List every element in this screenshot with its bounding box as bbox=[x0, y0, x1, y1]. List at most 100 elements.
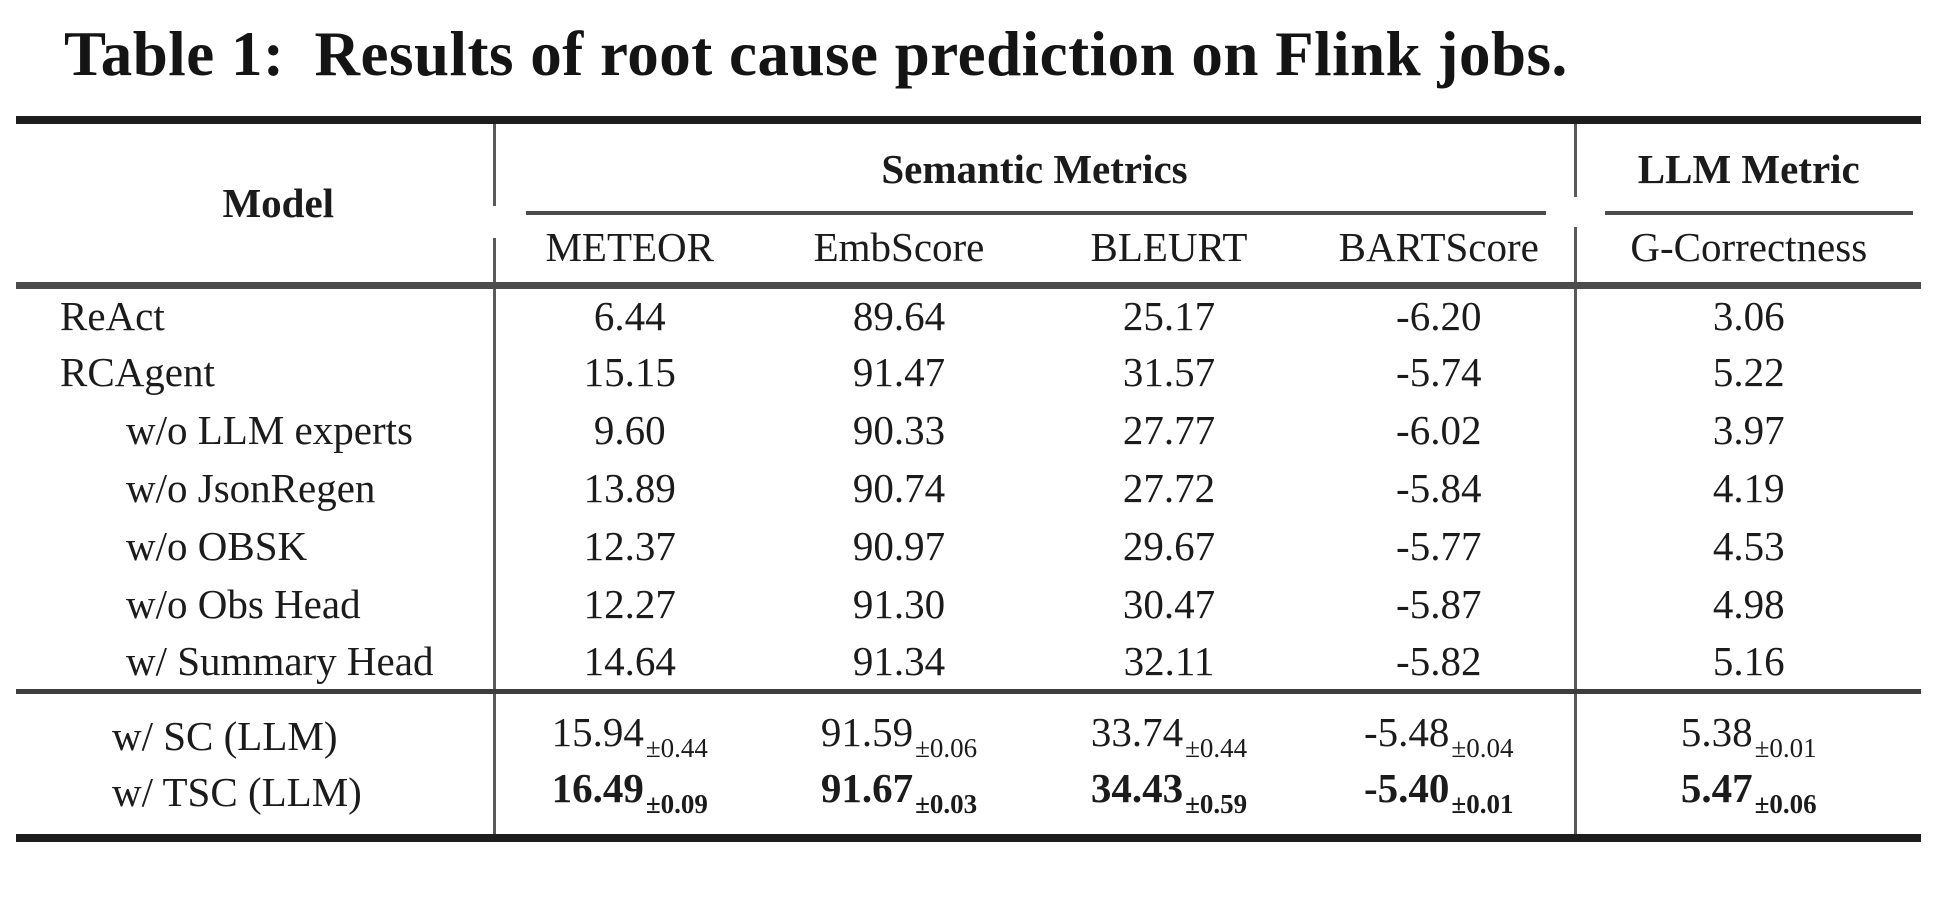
stddev: ±0.59 bbox=[1185, 788, 1248, 819]
value: 34.43 bbox=[1090, 764, 1184, 811]
cell-g-correctness: 5.22 bbox=[1573, 343, 1921, 401]
cell-meteor: 15.15 bbox=[583, 349, 676, 395]
sub-header-row: METEOR EmbScore BLEURT BARTScore G-Corre… bbox=[16, 197, 1921, 289]
table-row-rcagent: RCAgent 15.15 91.47 31.57 -5.74 5.22 bbox=[16, 343, 1921, 401]
cell-bartscore: -5.82 bbox=[1396, 637, 1482, 684]
table-caption: Table 1: Results of root cause prediction… bbox=[0, 0, 1940, 91]
cell-meteor: 15.94±0.44 bbox=[494, 688, 764, 764]
llm-sampling-section: w/ SC (LLM) 15.94±0.44 91.59±0.06 33.74±… bbox=[16, 688, 1921, 838]
cell-bleurt: 34.43±0.59 bbox=[1034, 764, 1304, 838]
cell-meteor: 14.64 bbox=[583, 637, 676, 684]
table-row-wo-obs-head: w/o Obs Head 12.27 91.30 30.47 -5.87 4.9… bbox=[16, 575, 1921, 633]
cell-embscore: 90.33 bbox=[852, 407, 946, 453]
table-row-w-sc-llm: w/ SC (LLM) 15.94±0.44 91.59±0.06 33.74±… bbox=[16, 688, 1921, 764]
cell-embscore: 91.34 bbox=[852, 637, 946, 684]
cell-g-correctness: 5.47±0.06 bbox=[1573, 763, 1921, 838]
table-row-react: ReAct 6.44 89.64 25.17 -6.20 3.06 bbox=[16, 285, 1921, 343]
value: -5.48 bbox=[1364, 708, 1450, 755]
column-header-g-correctness: G-Correctness bbox=[1573, 197, 1921, 289]
cell-embscore: 91.59±0.06 bbox=[764, 688, 1034, 764]
cell-bleurt: 25.17 bbox=[1122, 292, 1216, 339]
cell-bleurt: 27.72 bbox=[1122, 465, 1216, 511]
cell-bartscore: -6.20 bbox=[1396, 292, 1482, 339]
row-label: w/o OBSK bbox=[16, 517, 496, 575]
table-row-wo-jsonregen: w/o JsonRegen 13.89 90.74 27.72 -5.84 4.… bbox=[16, 459, 1921, 517]
stddev: ±0.44 bbox=[1185, 732, 1248, 763]
value: 16.49 bbox=[551, 764, 644, 811]
results-table: Model Semantic Metrics LLM Metric METEOR… bbox=[16, 116, 1921, 842]
cell-bleurt: 33.74±0.44 bbox=[1034, 688, 1304, 764]
cell-g-correctness: 4.53 bbox=[1573, 517, 1921, 575]
row-label: w/o JsonRegen bbox=[16, 459, 496, 517]
table-row-w-summary-head: w/ Summary Head 14.64 91.34 32.11 -5.82 … bbox=[16, 633, 1921, 691]
cell-meteor: 6.44 bbox=[593, 292, 666, 339]
stddev: ±0.09 bbox=[645, 788, 708, 819]
stddev: ±0.06 bbox=[915, 732, 978, 763]
cell-embscore: 90.74 bbox=[852, 465, 946, 511]
cell-embscore: 91.30 bbox=[852, 581, 946, 627]
cell-meteor: 9.60 bbox=[593, 407, 666, 453]
caption-label: Table 1: bbox=[64, 19, 285, 89]
cell-bleurt: 27.77 bbox=[1122, 407, 1216, 453]
stddev: ±0.01 bbox=[1451, 788, 1514, 819]
cell-bartscore: -5.40±0.01 bbox=[1304, 764, 1575, 838]
cell-g-correctness: 3.97 bbox=[1573, 401, 1921, 459]
cell-bleurt: 31.57 bbox=[1122, 349, 1216, 395]
row-label: ReAct bbox=[16, 285, 496, 343]
row-label: w/o Obs Head bbox=[16, 575, 496, 633]
cell-g-correctness: 4.19 bbox=[1573, 459, 1921, 517]
cell-bleurt: 30.47 bbox=[1122, 581, 1216, 627]
row-label: w/ TSC (LLM) bbox=[16, 763, 496, 838]
row-label: w/o LLM experts bbox=[16, 401, 496, 459]
cell-bleurt: 29.67 bbox=[1122, 523, 1216, 569]
cell-g-correctness: 5.38±0.01 bbox=[1573, 688, 1921, 764]
cell-g-correctness: 4.98 bbox=[1573, 575, 1921, 633]
cell-bartscore: -5.48±0.04 bbox=[1304, 688, 1575, 764]
cell-bartscore: -5.84 bbox=[1396, 465, 1482, 511]
value: 33.74 bbox=[1090, 708, 1184, 755]
value: 91.59 bbox=[820, 708, 914, 755]
cell-bartscore: -5.74 bbox=[1396, 349, 1482, 395]
row-label: w/ Summary Head bbox=[16, 633, 496, 691]
table-row-wo-obsk: w/o OBSK 12.37 90.97 29.67 -5.77 4.53 bbox=[16, 517, 1921, 575]
cell-meteor: 12.37 bbox=[583, 523, 676, 569]
cell-meteor: 16.49±0.09 bbox=[494, 764, 764, 838]
column-header-model: Model bbox=[16, 120, 496, 289]
cell-embscore: 90.97 bbox=[852, 523, 946, 569]
value: 15.94 bbox=[551, 708, 644, 755]
row-label: RCAgent bbox=[16, 343, 496, 401]
column-header-bartscore: BARTScore bbox=[1304, 213, 1575, 289]
table-header: Model Semantic Metrics LLM Metric METEOR… bbox=[16, 120, 1921, 289]
caption-text: Results of root cause prediction on Flin… bbox=[314, 19, 1568, 89]
stddev: ±0.06 bbox=[1754, 788, 1817, 819]
column-header-bleurt: BLEURT bbox=[1034, 213, 1304, 289]
stddev: ±0.01 bbox=[1754, 732, 1817, 763]
cell-bartscore: -6.02 bbox=[1396, 407, 1482, 453]
value: 5.47 bbox=[1680, 764, 1753, 811]
cell-g-correctness: 5.16 bbox=[1573, 633, 1921, 691]
cell-bleurt: 32.11 bbox=[1123, 637, 1215, 684]
cell-meteor: 12.27 bbox=[583, 581, 676, 627]
cell-bartscore: -5.77 bbox=[1396, 523, 1482, 569]
stddev: ±0.03 bbox=[915, 788, 978, 819]
cell-embscore: 91.67±0.03 bbox=[764, 764, 1034, 838]
column-header-embscore: EmbScore bbox=[764, 213, 1034, 289]
group-header-semantic-metrics: Semantic Metrics bbox=[494, 120, 1575, 213]
stddev: ±0.04 bbox=[1451, 732, 1514, 763]
value: 91.67 bbox=[820, 764, 914, 811]
cell-g-correctness: 3.06 bbox=[1573, 285, 1921, 343]
column-header-meteor: METEOR bbox=[494, 213, 764, 289]
table-row-wo-llm-experts: w/o LLM experts 9.60 90.33 27.77 -6.02 3… bbox=[16, 401, 1921, 459]
group-header-row: Model Semantic Metrics LLM Metric bbox=[16, 120, 1921, 289]
cell-embscore: 91.47 bbox=[852, 349, 946, 395]
cell-meteor: 13.89 bbox=[583, 465, 676, 511]
cell-embscore: 89.64 bbox=[852, 292, 946, 339]
group-header-llm-metric: LLM Metric bbox=[1573, 120, 1921, 213]
table-row-w-tsc-llm: w/ TSC (LLM) 16.49±0.09 91.67±0.03 34.43… bbox=[16, 763, 1921, 838]
value: 5.38 bbox=[1680, 708, 1753, 755]
cell-bartscore: -5.87 bbox=[1396, 581, 1482, 627]
stddev: ±0.44 bbox=[645, 732, 708, 763]
value: -5.40 bbox=[1364, 764, 1450, 811]
row-label: w/ SC (LLM) bbox=[16, 688, 496, 764]
